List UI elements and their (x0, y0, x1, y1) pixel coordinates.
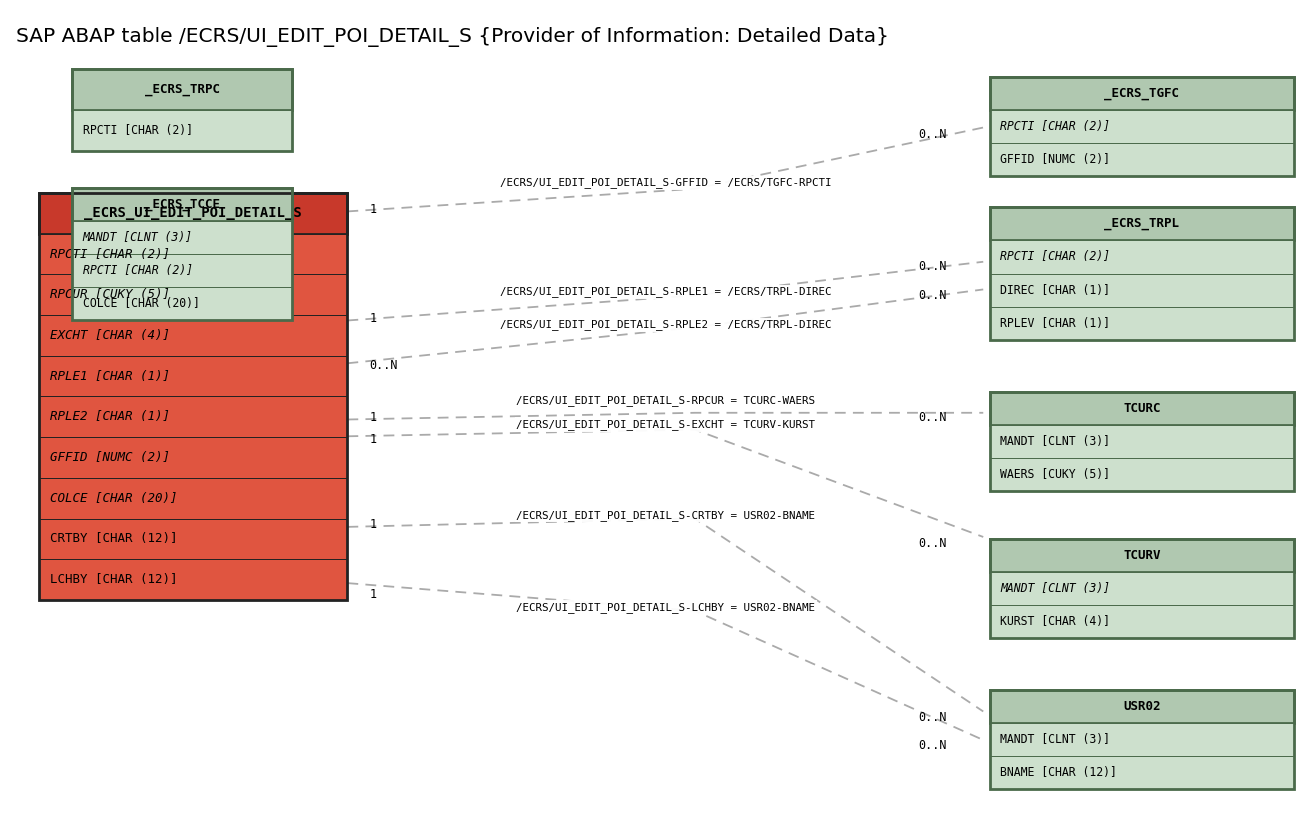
Text: /ECRS/UI_EDIT_POI_DETAIL_S-EXCHT = TCURV-KURST: /ECRS/UI_EDIT_POI_DETAIL_S-EXCHT = TCURV… (517, 420, 815, 430)
FancyBboxPatch shape (990, 307, 1294, 340)
Text: 1: 1 (370, 587, 376, 601)
Text: MANDT [CLNT (3)]: MANDT [CLNT (3)] (1000, 581, 1110, 595)
Text: 0..N: 0..N (918, 289, 947, 302)
Text: LCHBY [CHAR (12)]: LCHBY [CHAR (12)] (50, 573, 177, 586)
Text: _ECRS_TRPL: _ECRS_TRPL (1104, 217, 1180, 230)
FancyBboxPatch shape (39, 193, 347, 233)
Text: USR02: USR02 (1124, 700, 1160, 712)
FancyBboxPatch shape (990, 110, 1294, 143)
FancyBboxPatch shape (39, 356, 347, 397)
Text: RPCTI [CHAR (2)]: RPCTI [CHAR (2)] (50, 248, 170, 260)
Text: 1: 1 (370, 518, 376, 531)
Text: RPLEV [CHAR (1)]: RPLEV [CHAR (1)] (1000, 317, 1110, 330)
Text: BNAME [CHAR (12)]: BNAME [CHAR (12)] (1000, 766, 1117, 779)
Text: 0..N: 0..N (918, 537, 947, 550)
Text: TCURV: TCURV (1124, 549, 1160, 561)
Text: RPCTI [CHAR (2)]: RPCTI [CHAR (2)] (1000, 251, 1110, 263)
Text: RPLE1 [CHAR (1)]: RPLE1 [CHAR (1)] (50, 370, 170, 383)
FancyBboxPatch shape (72, 188, 292, 221)
FancyBboxPatch shape (72, 69, 292, 110)
FancyBboxPatch shape (990, 722, 1294, 756)
Text: GFFID [NUMC (2)]: GFFID [NUMC (2)] (1000, 154, 1110, 166)
Text: /ECRS/UI_EDIT_POI_DETAIL_S-CRTBY = USR02-BNAME: /ECRS/UI_EDIT_POI_DETAIL_S-CRTBY = USR02… (517, 510, 815, 520)
FancyBboxPatch shape (39, 233, 347, 274)
Text: /ECRS/UI_EDIT_POI_DETAIL_S-GFFID = /ECRS/TGFC-RPCTI: /ECRS/UI_EDIT_POI_DETAIL_S-GFFID = /ECRS… (501, 178, 831, 188)
FancyBboxPatch shape (39, 478, 347, 519)
Text: EXCHT [CHAR (4)]: EXCHT [CHAR (4)] (50, 329, 170, 341)
Text: TCURC: TCURC (1124, 402, 1160, 414)
Text: 0..N: 0..N (918, 739, 947, 753)
FancyBboxPatch shape (990, 392, 1294, 425)
Text: MANDT [CLNT (3)]: MANDT [CLNT (3)] (1000, 435, 1110, 448)
Text: RPCTI [CHAR (2)]: RPCTI [CHAR (2)] (83, 264, 193, 277)
Text: RPCUR [CUKY (5)]: RPCUR [CUKY (5)] (50, 289, 170, 301)
Text: /ECRS/UI_EDIT_POI_DETAIL_S-LCHBY = USR02-BNAME: /ECRS/UI_EDIT_POI_DETAIL_S-LCHBY = USR02… (517, 602, 815, 612)
Text: 0..N: 0..N (918, 128, 947, 141)
Text: 1: 1 (370, 312, 376, 326)
Text: _ECRS_TRPC: _ECRS_TRPC (144, 83, 220, 96)
Text: WAERS [CUKY (5)]: WAERS [CUKY (5)] (1000, 468, 1110, 481)
Text: KURST [CHAR (4)]: KURST [CHAR (4)] (1000, 615, 1110, 628)
Text: _ECRS_TGFC: _ECRS_TGFC (1104, 87, 1180, 100)
Text: 0..N: 0..N (918, 260, 947, 274)
FancyBboxPatch shape (72, 110, 292, 151)
Text: MANDT [CLNT (3)]: MANDT [CLNT (3)] (83, 232, 193, 244)
FancyBboxPatch shape (39, 437, 347, 478)
Text: _ECRS_TCCE: _ECRS_TCCE (144, 198, 220, 211)
FancyBboxPatch shape (990, 539, 1294, 571)
FancyBboxPatch shape (39, 315, 347, 356)
FancyBboxPatch shape (39, 274, 347, 315)
FancyBboxPatch shape (72, 221, 292, 254)
FancyBboxPatch shape (990, 274, 1294, 307)
Text: /ECRS/UI_EDIT_POI_DETAIL_S-RPCUR = TCURC-WAERS: /ECRS/UI_EDIT_POI_DETAIL_S-RPCUR = TCURC… (517, 396, 815, 406)
FancyBboxPatch shape (990, 241, 1294, 274)
Text: RPLE2 [CHAR (1)]: RPLE2 [CHAR (1)] (50, 410, 170, 423)
Text: DIREC [CHAR (1)]: DIREC [CHAR (1)] (1000, 284, 1110, 296)
Text: CRTBY [CHAR (12)]: CRTBY [CHAR (12)] (50, 533, 177, 545)
Text: COLCE [CHAR (20)]: COLCE [CHAR (20)] (50, 492, 177, 504)
Text: 0..N: 0..N (370, 359, 399, 373)
Text: GFFID [NUMC (2)]: GFFID [NUMC (2)] (50, 451, 170, 464)
Text: /ECRS/UI_EDIT_POI_DETAIL_S-RPLE2 = /ECRS/TRPL-DIREC: /ECRS/UI_EDIT_POI_DETAIL_S-RPLE2 = /ECRS… (501, 320, 831, 330)
Text: RPCTI [CHAR (2)]: RPCTI [CHAR (2)] (1000, 120, 1110, 133)
Text: 0..N: 0..N (918, 711, 947, 724)
Text: /ECRS/UI_EDIT_POI_DETAIL_S-RPLE1 = /ECRS/TRPL-DIREC: /ECRS/UI_EDIT_POI_DETAIL_S-RPLE1 = /ECRS… (501, 287, 831, 297)
Text: 1: 1 (370, 433, 376, 446)
Text: RPCTI [CHAR (2)]: RPCTI [CHAR (2)] (83, 124, 193, 137)
FancyBboxPatch shape (72, 288, 292, 320)
FancyBboxPatch shape (990, 756, 1294, 789)
Text: 0..N: 0..N (918, 411, 947, 425)
FancyBboxPatch shape (990, 207, 1294, 241)
FancyBboxPatch shape (990, 571, 1294, 605)
Text: SAP ABAP table /ECRS/UI_EDIT_POI_DETAIL_S {Provider of Information: Detailed Dat: SAP ABAP table /ECRS/UI_EDIT_POI_DETAIL_… (16, 27, 889, 47)
FancyBboxPatch shape (990, 77, 1294, 110)
FancyBboxPatch shape (990, 458, 1294, 491)
FancyBboxPatch shape (72, 254, 292, 288)
FancyBboxPatch shape (990, 425, 1294, 458)
FancyBboxPatch shape (39, 560, 347, 600)
Text: MANDT [CLNT (3)]: MANDT [CLNT (3)] (1000, 732, 1110, 746)
Text: 1: 1 (370, 411, 376, 425)
FancyBboxPatch shape (39, 397, 347, 437)
Text: _ECRS_UI_EDIT_POI_DETAIL_S: _ECRS_UI_EDIT_POI_DETAIL_S (84, 206, 303, 221)
Text: COLCE [CHAR (20)]: COLCE [CHAR (20)] (83, 298, 199, 310)
FancyBboxPatch shape (990, 690, 1294, 722)
FancyBboxPatch shape (990, 605, 1294, 638)
FancyBboxPatch shape (39, 519, 347, 560)
Text: 1: 1 (370, 203, 376, 216)
FancyBboxPatch shape (990, 143, 1294, 176)
